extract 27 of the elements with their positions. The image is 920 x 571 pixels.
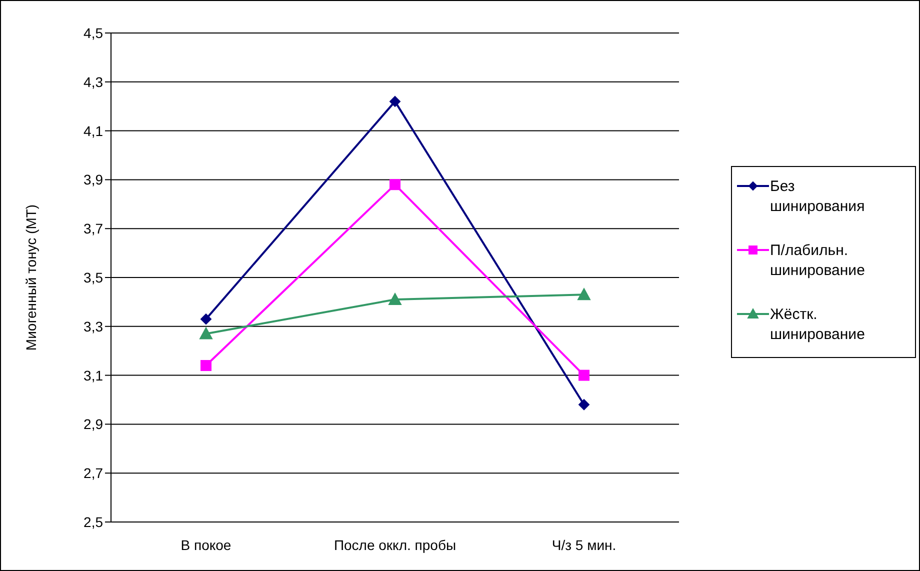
y-axis-title: Миогенный тонус (МТ) <box>22 204 39 351</box>
legend-label: П/лабильн. шинирование <box>770 241 866 281</box>
legend-label: Без шинирования <box>770 177 866 217</box>
y-tick-label: 3,3 <box>84 318 104 334</box>
point <box>200 314 212 325</box>
y-tick-label: 2,7 <box>84 465 104 482</box>
point <box>388 293 402 306</box>
point <box>200 360 212 372</box>
x-tick-label: Ч/з 5 мин. <box>552 536 616 553</box>
y-tick-label: 2,9 <box>84 416 104 432</box>
point <box>390 96 400 107</box>
y-tick-label: 3,7 <box>84 220 104 237</box>
y-tick-label: 3,9 <box>84 172 104 188</box>
point <box>578 370 590 381</box>
y-tick-label: 3,1 <box>84 367 104 384</box>
legend-label: Жёстк. шинирование <box>770 305 866 345</box>
point <box>578 288 590 300</box>
y-tick-label: 2,5 <box>84 514 104 530</box>
point <box>390 179 400 190</box>
point <box>578 399 590 410</box>
y-tick-label: 3,5 <box>84 269 104 286</box>
x-tick-label: После оккл. пробы <box>334 536 456 553</box>
y-tick-label: 4,5 <box>84 24 104 41</box>
x-tick-label: В покое <box>180 536 232 553</box>
point <box>200 327 212 340</box>
y-tick-label: 4,3 <box>84 74 104 90</box>
y-tick-label: 4,1 <box>84 122 104 139</box>
